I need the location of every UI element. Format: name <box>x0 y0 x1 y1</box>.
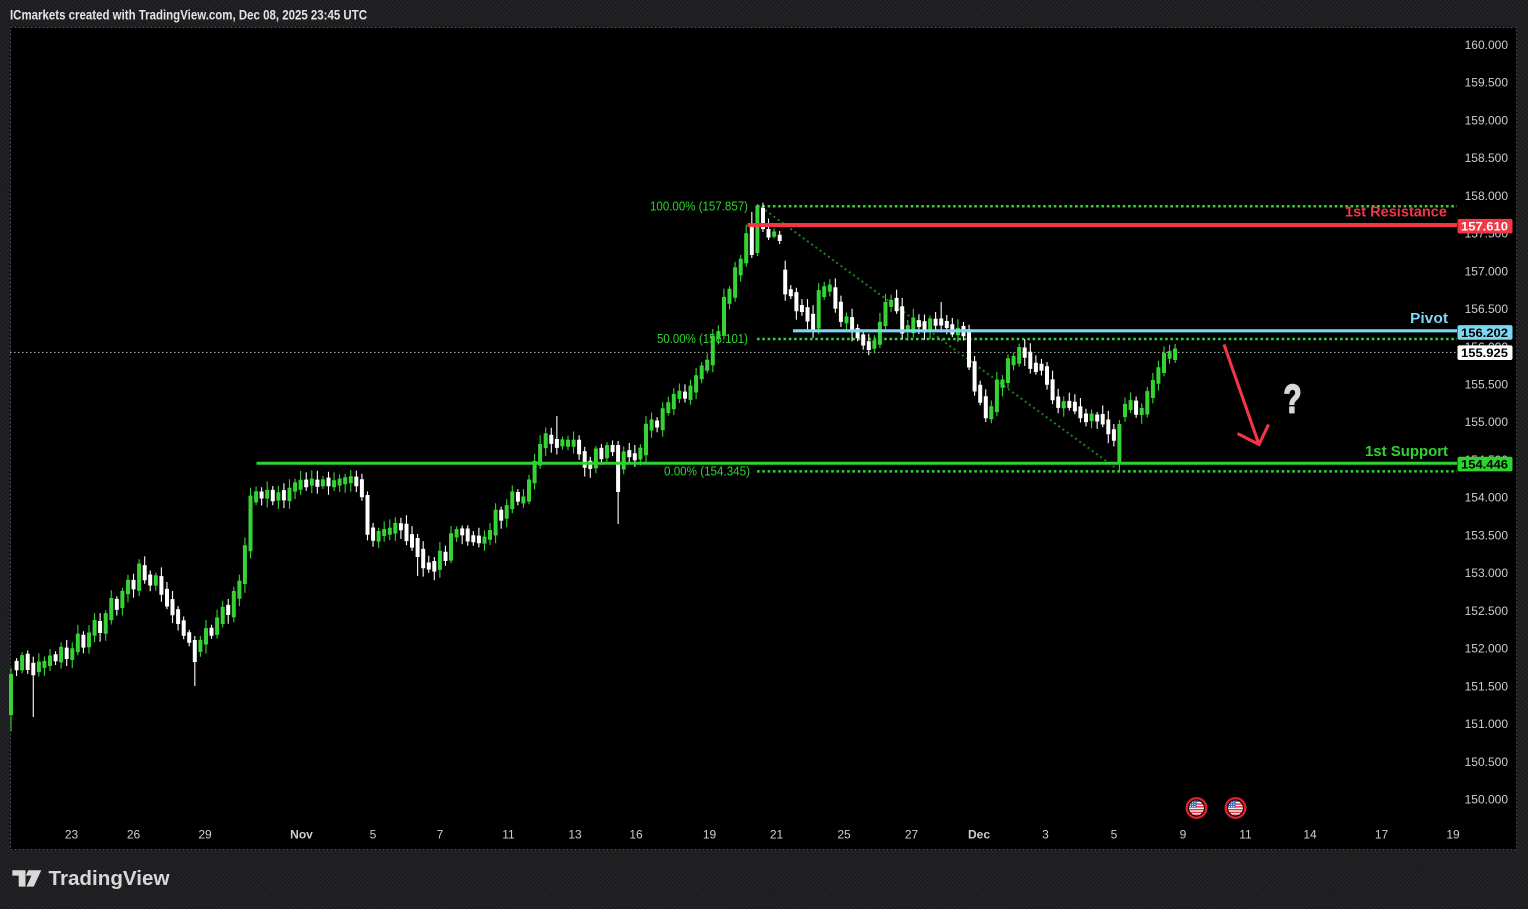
svg-text:19: 19 <box>1446 828 1460 842</box>
svg-text:25: 25 <box>837 828 851 842</box>
svg-text:159.000: 159.000 <box>1465 114 1509 128</box>
svg-text:9: 9 <box>1180 828 1187 842</box>
svg-text:150.000: 150.000 <box>1465 793 1509 807</box>
svg-text:1st Support: 1st Support <box>1365 444 1448 460</box>
svg-text:14: 14 <box>1303 828 1317 842</box>
svg-text:156.202: 156.202 <box>1461 326 1508 340</box>
svg-text:Dec: Dec <box>968 828 990 842</box>
svg-text:159.500: 159.500 <box>1465 76 1509 90</box>
svg-text:153.000: 153.000 <box>1465 566 1509 580</box>
svg-text:Nov: Nov <box>290 828 313 842</box>
svg-text:152.000: 152.000 <box>1465 642 1509 656</box>
svg-text:50.00% (156.101): 50.00% (156.101) <box>657 332 748 346</box>
svg-text:11: 11 <box>1239 828 1252 842</box>
svg-text:26: 26 <box>127 828 141 842</box>
svg-text:156.500: 156.500 <box>1465 302 1509 316</box>
svg-text:16: 16 <box>629 828 643 842</box>
svg-text:1st Resistance: 1st Resistance <box>1345 205 1447 221</box>
svg-text:21: 21 <box>770 828 784 842</box>
svg-text:13: 13 <box>568 828 582 842</box>
svg-text:19: 19 <box>703 828 717 842</box>
svg-text:?: ? <box>1284 378 1302 422</box>
svg-text:158.500: 158.500 <box>1465 151 1509 165</box>
svg-text:155.500: 155.500 <box>1465 378 1509 392</box>
svg-text:151.500: 151.500 <box>1465 679 1509 693</box>
svg-text:3: 3 <box>1042 828 1049 842</box>
svg-text:17: 17 <box>1375 828 1389 842</box>
svg-text:155.925: 155.925 <box>1461 346 1508 360</box>
svg-text:TradingView: TradingView <box>49 868 170 890</box>
svg-text:160.000: 160.000 <box>1465 38 1509 52</box>
svg-text:27: 27 <box>905 828 919 842</box>
svg-text:157.610: 157.610 <box>1461 220 1508 234</box>
svg-text:152.500: 152.500 <box>1465 604 1509 618</box>
svg-text:23: 23 <box>65 828 79 842</box>
svg-text:150.500: 150.500 <box>1465 755 1509 769</box>
svg-text:5: 5 <box>370 828 377 842</box>
svg-text:153.500: 153.500 <box>1465 528 1509 542</box>
svg-text:154.000: 154.000 <box>1465 491 1509 505</box>
svg-text:7: 7 <box>437 828 444 842</box>
svg-text:0.00% (154.345): 0.00% (154.345) <box>664 465 750 479</box>
svg-text:155.000: 155.000 <box>1465 415 1509 429</box>
svg-text:158.000: 158.000 <box>1465 189 1509 203</box>
svg-text:Pivot: Pivot <box>1410 311 1448 327</box>
svg-text:154.446: 154.446 <box>1461 458 1508 472</box>
svg-text:157.000: 157.000 <box>1465 264 1509 278</box>
svg-text:151.000: 151.000 <box>1465 717 1509 731</box>
svg-text:5: 5 <box>1111 828 1118 842</box>
svg-text:29: 29 <box>198 828 212 842</box>
svg-text:100.00% (157.857): 100.00% (157.857) <box>650 200 748 214</box>
svg-text:11: 11 <box>502 828 515 842</box>
svg-text:ICmarkets created with Trading: ICmarkets created with TradingView.com, … <box>10 7 367 23</box>
